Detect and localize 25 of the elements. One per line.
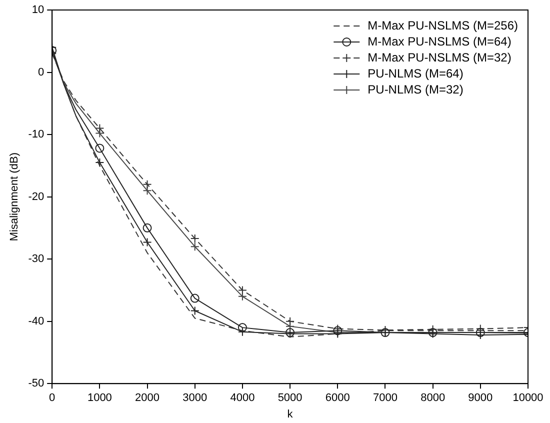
x-tick-label: 2000 (135, 392, 160, 404)
y-axis-title: Misalignment (dB) (8, 152, 21, 242)
y-tick-label: 10 (32, 4, 44, 16)
legend-label: M-Max PU-NSLMS (M=32) (368, 50, 512, 64)
x-tick-label: 9000 (468, 392, 493, 404)
y-tick-label: -50 (28, 378, 44, 390)
x-tick-label: 10000 (512, 392, 544, 404)
x-tick-label: 4000 (230, 392, 255, 404)
legend-label: PU-NLMS (M=32) (368, 82, 464, 96)
x-tick-label: 6000 (325, 392, 350, 404)
x-tick-label: 8000 (420, 392, 446, 404)
legend-label: PU-NLMS (M=64) (368, 66, 464, 80)
y-tick-label: -40 (28, 315, 44, 328)
legend-label: M-Max PU-NSLMS (M=64) (368, 34, 512, 48)
x-tick-label: 0 (49, 392, 56, 404)
x-axis-title: k (287, 408, 294, 420)
y-tick-label: -10 (28, 128, 44, 141)
y-tick-label: 0 (38, 66, 44, 78)
y-tick-label: -20 (28, 190, 44, 203)
y-tick-label: -30 (28, 253, 44, 266)
x-tick-label: 1000 (87, 392, 112, 404)
x-tick-label: 5000 (278, 392, 302, 404)
x-tick-label: 3000 (182, 392, 208, 404)
legend-label: M-Max PU-NSLMS (M=256) (368, 18, 518, 32)
x-tick-label: 7000 (372, 392, 398, 404)
